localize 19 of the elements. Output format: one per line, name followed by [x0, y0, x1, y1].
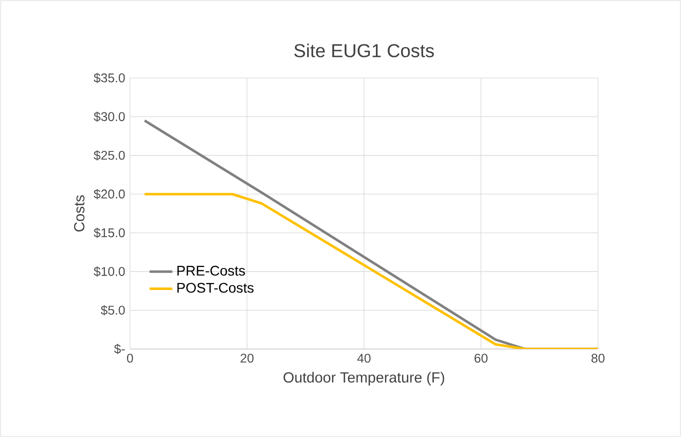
legend-label: PRE-Costs: [177, 266, 245, 276]
y-tick-label: $10.0: [94, 266, 125, 277]
y-axis-title: Costs: [74, 195, 84, 232]
y-tick-label: $15.0: [94, 228, 125, 238]
x-axis-title: Outdoor Temperature (F): [284, 372, 444, 386]
legend-label: POST-Costs: [177, 282, 254, 293]
y-tick-label: $30.0: [94, 112, 125, 122]
y-tick-label: $5.0: [100, 305, 125, 316]
x-tick-label: 60: [474, 354, 488, 363]
y-tick-label: $-: [114, 344, 125, 354]
y-tick-label: $20.0: [94, 189, 125, 200]
x-tick-label: 80: [591, 354, 605, 363]
x-tick-label: 0: [126, 354, 134, 363]
line-series: [143, 192, 598, 349]
y-tick-label: $35.0: [94, 72, 125, 84]
x-tick-label: 20: [240, 354, 254, 363]
chart-title: Site EUG1 Costs: [294, 44, 434, 58]
x-tick-label: 40: [357, 354, 371, 363]
y-tick-label: $25.0: [94, 150, 125, 161]
